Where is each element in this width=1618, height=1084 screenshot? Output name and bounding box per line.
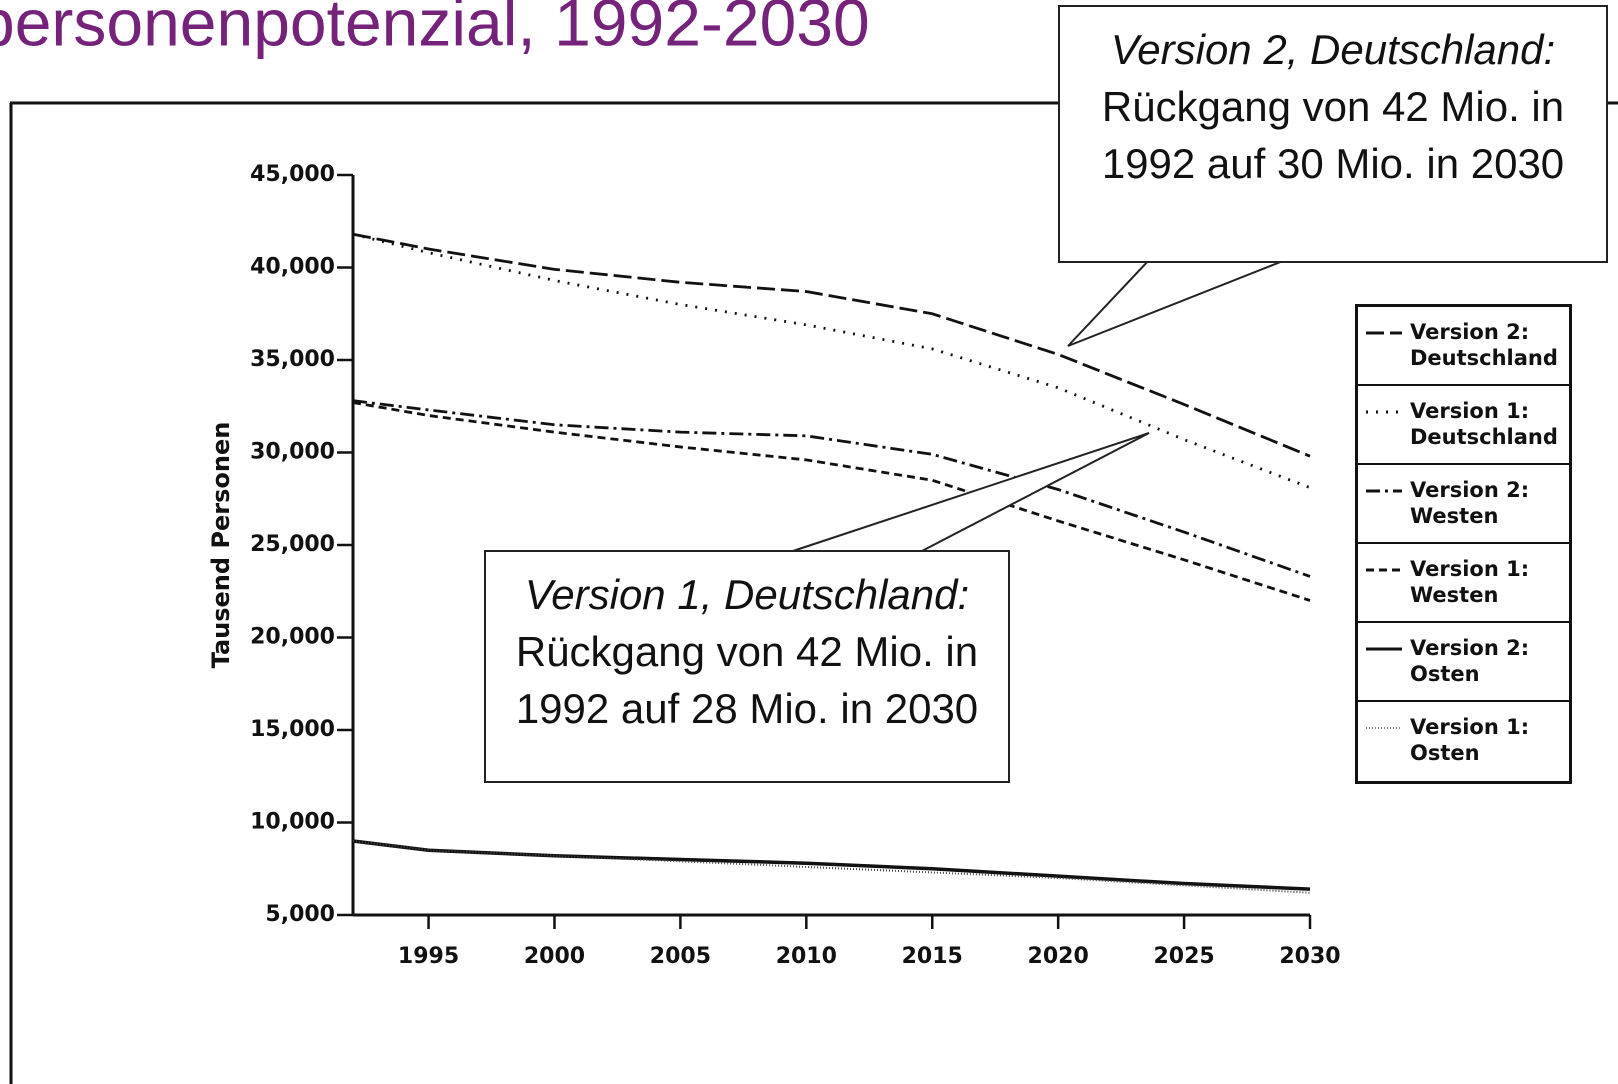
legend-label: Version 1: Osten [1410, 715, 1530, 765]
callout-line: 1992 auf 30 Mio. in 2030 [1101, 140, 1565, 187]
y-tick-label: 40,000 [250, 255, 335, 280]
callout-heading: Version 2, Deutschland: [1110, 26, 1556, 73]
y-tick-label: 25,000 [250, 532, 335, 557]
y-axis-label: Tausend Personen [207, 422, 235, 669]
x-tick-label: 2005 [650, 944, 711, 969]
x-tick-label: 2010 [776, 944, 837, 969]
legend-item: Version 2: Osten [1358, 623, 1569, 702]
legend-item: Version 1: Deutschland [1358, 386, 1569, 465]
y-tick-label: 10,000 [250, 810, 335, 835]
y-tick-label: 35,000 [250, 347, 335, 372]
legend-label: Version 2: Osten [1410, 636, 1530, 686]
callout-pointer [1067, 258, 1289, 347]
legend-item: Version 1: Westen [1358, 544, 1569, 623]
series-line [352, 232, 1311, 458]
callout-line: 1992 auf 28 Mio. in 2030 [515, 685, 979, 732]
x-tick-label: 2015 [902, 944, 963, 969]
legend-swatch [1366, 489, 1402, 493]
y-tick-label: 15,000 [250, 717, 335, 742]
y-tick-label: 5,000 [265, 902, 335, 927]
legend-label: Version 2: Deutschland [1410, 320, 1558, 370]
x-tick-label: 2020 [1028, 944, 1089, 969]
series-line [352, 232, 1311, 489]
callout: Version 2, Deutschland: Rückgang von 42 … [1058, 5, 1608, 263]
legend-item: Version 2: Deutschland [1358, 307, 1569, 386]
callout-line: Rückgang von 42 Mio. in [1101, 83, 1565, 130]
legend-item: Version 1: Osten [1358, 702, 1569, 781]
legend-swatch [1366, 647, 1402, 651]
legend-swatch [1366, 568, 1402, 572]
callout-heading: Version 1, Deutschland: [524, 571, 970, 618]
legend-label: Version 1: Deutschland [1410, 399, 1558, 449]
series-line [352, 840, 1311, 894]
x-tick-label: 2030 [1279, 944, 1340, 969]
callout-line: Rückgang von 42 Mio. in [515, 628, 979, 675]
legend-swatch [1366, 727, 1402, 729]
x-tick-label: 2000 [524, 944, 585, 969]
x-tick-label: 2025 [1153, 944, 1214, 969]
x-tick-label: 1995 [398, 944, 459, 969]
legend: Version 2: Deutschland Version 1: Deutsch… [1355, 304, 1572, 784]
y-tick-label: 45,000 [250, 162, 335, 187]
y-tick-label: 30,000 [250, 440, 335, 465]
legend-item: Version 2: Westen [1358, 465, 1569, 544]
legend-swatch [1366, 410, 1402, 414]
legend-label: Version 1: Westen [1410, 557, 1530, 607]
callout-pointer [789, 432, 1150, 553]
legend-label: Version 2: Westen [1410, 478, 1530, 528]
y-tick-label: 20,000 [250, 625, 335, 650]
page-title: personenpotenzial, 1992-2030 [0, 0, 870, 59]
series-line [352, 401, 1311, 602]
series-line [352, 839, 1311, 891]
callout: Version 1, Deutschland: Rückgang von 42 … [484, 550, 1010, 783]
series-line [352, 399, 1311, 578]
legend-swatch [1366, 331, 1402, 335]
